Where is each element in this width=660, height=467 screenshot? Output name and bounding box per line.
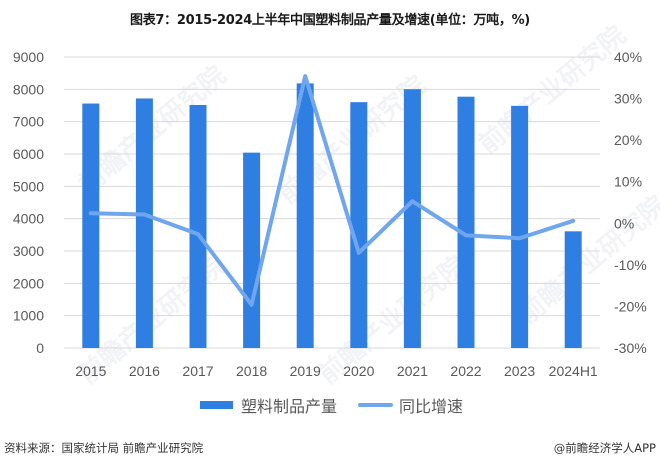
right-tick-label: 10%: [614, 174, 642, 190]
bar-2017[interactable]: [189, 104, 207, 348]
left-tick-label: 5000: [13, 178, 44, 194]
left-tick-label: 6000: [13, 146, 44, 162]
legend-item-growth[interactable]: 同比增速: [358, 394, 463, 416]
left-tick-label: 3000: [13, 243, 44, 259]
right-tick-label: -10%: [614, 257, 647, 273]
bar-2023[interactable]: [511, 105, 529, 348]
left-tick-label: 9000: [13, 49, 44, 65]
right-axis-ticks: -30% -20% -10% 0% 10% 20% 30% 40%: [614, 49, 647, 356]
x-tick-label: 2023: [504, 363, 535, 379]
x-tick-label: 2015: [75, 363, 106, 379]
right-tick-label: 30%: [614, 91, 642, 107]
line-swatch-icon: [358, 403, 393, 407]
right-tick-label: -20%: [614, 298, 647, 314]
x-tick-label: 2018: [236, 363, 267, 379]
credit-note: @前瞻经济学人APP: [553, 441, 656, 455]
legend-item-production[interactable]: 塑料制品产量: [200, 394, 337, 416]
left-tick-label: 7000: [13, 114, 44, 130]
x-axis-labels: 2015 2016 2017 2018 2019 2020 2021 2022 2023 2024…: [75, 363, 598, 379]
bar-2016[interactable]: [135, 98, 153, 349]
growth-line: [88, 74, 576, 307]
bar-2022[interactable]: [457, 96, 475, 349]
bar-2020[interactable]: [350, 102, 368, 348]
bar-2019[interactable]: [296, 83, 314, 348]
left-tick-label: 2000: [13, 275, 44, 291]
bar-2015[interactable]: [82, 103, 100, 348]
x-tick-label: 2020: [343, 363, 374, 379]
legend-label: 同比增速: [399, 397, 464, 416]
growth-polyline[interactable]: [88, 74, 576, 307]
left-tick-label: 4000: [13, 211, 44, 227]
right-tick-label: 20%: [614, 132, 642, 148]
bar-2024H1[interactable]: [564, 231, 582, 348]
bar-swatch-icon: [200, 401, 233, 409]
legend-label: 塑料制品产量: [241, 397, 338, 416]
right-tick-label: 0%: [614, 215, 634, 231]
chart-title: 图表7：2015-2024上半年中国塑料制品产量及增速(单位：万吨，%): [130, 13, 530, 28]
bar-2021[interactable]: [403, 89, 421, 348]
left-tick-label: 1000: [13, 308, 44, 324]
legend: 塑料制品产量 同比增速: [0, 394, 660, 416]
x-tick-label: 2022: [450, 363, 481, 379]
x-tick-label: 2021: [397, 363, 428, 379]
x-tick-label: 2019: [290, 363, 321, 379]
x-tick-label: 2024H1: [549, 363, 598, 379]
bar-2018[interactable]: [243, 152, 261, 348]
production-bars: [82, 83, 582, 349]
gridlines: [64, 56, 600, 349]
right-tick-label: 40%: [614, 49, 642, 65]
left-tick-label: 8000: [13, 81, 44, 97]
source-note: 资料来源：国家统计局 前瞻产业研究院: [4, 441, 204, 455]
left-tick-label: 0: [36, 340, 44, 356]
x-tick-label: 2017: [182, 363, 213, 379]
right-tick-label: -30%: [614, 340, 647, 356]
x-tick-label: 2016: [129, 363, 160, 379]
left-axis-ticks: 0 1000 2000 3000 4000 5000 6000 7000 8000 9000: [13, 49, 44, 356]
